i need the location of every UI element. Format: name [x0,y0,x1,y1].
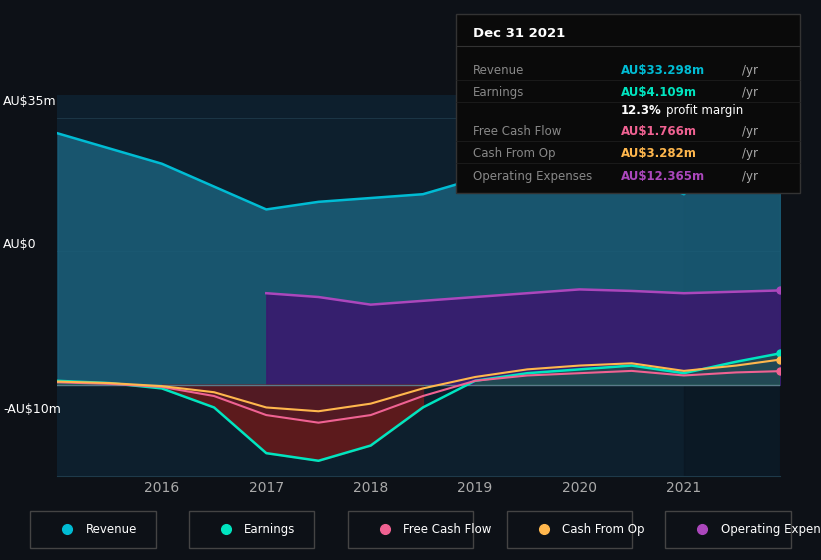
Text: Free Cash Flow: Free Cash Flow [473,125,562,138]
Text: Operating Expenses: Operating Expenses [721,522,821,536]
Bar [189,511,314,548]
Bar [30,511,156,548]
Bar [684,95,780,476]
Text: AU$33.298m: AU$33.298m [621,64,705,77]
Text: AU$1.766m: AU$1.766m [621,125,697,138]
Text: /yr: /yr [742,147,758,160]
Text: Cash From Op: Cash From Op [473,147,555,160]
Text: Operating Expenses: Operating Expenses [473,170,592,183]
Text: /yr: /yr [742,125,758,138]
Text: AU$3.282m: AU$3.282m [621,147,697,160]
Bar [666,511,791,548]
Bar [348,511,473,548]
Text: Dec 31 2021: Dec 31 2021 [473,26,565,40]
Text: Earnings: Earnings [473,86,525,99]
Text: 12.3%: 12.3% [621,104,662,116]
Text: /yr: /yr [742,64,758,77]
Text: Cash From Op: Cash From Op [562,522,644,536]
Bar [507,511,632,548]
Text: Revenue: Revenue [473,64,525,77]
Text: AU$0: AU$0 [3,238,37,251]
Text: /yr: /yr [742,86,758,99]
Text: /yr: /yr [742,170,758,183]
Text: Earnings: Earnings [245,522,296,536]
Text: AU$35m: AU$35m [3,95,57,108]
Text: AU$4.109m: AU$4.109m [621,86,697,99]
Text: Free Cash Flow: Free Cash Flow [403,522,492,536]
Text: profit margin: profit margin [666,104,743,116]
Text: Revenue: Revenue [85,522,137,536]
Text: AU$12.365m: AU$12.365m [621,170,705,183]
Text: -AU$10m: -AU$10m [3,403,61,416]
